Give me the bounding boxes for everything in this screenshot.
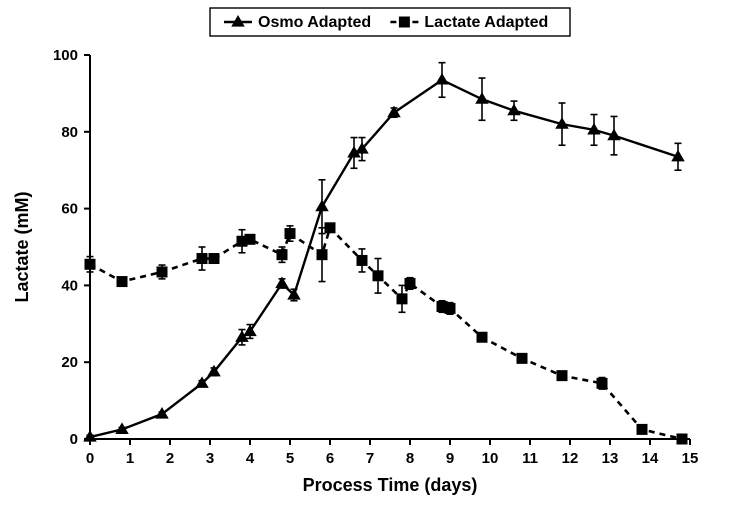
marker-square-icon [477,332,487,342]
marker-triangle-icon [436,74,448,84]
svg-text:60: 60 [61,201,78,218]
svg-text:14: 14 [642,450,659,467]
svg-text:6: 6 [326,450,334,467]
marker-square-icon [373,271,383,281]
marker-square-icon [597,378,607,388]
marker-triangle-icon [316,201,328,211]
marker-square-icon [117,277,127,287]
svg-text:80: 80 [61,124,78,141]
svg-text:20: 20 [61,354,78,371]
marker-square-icon [399,17,409,27]
chart-container: 0123456789101112131415020406080100Proces… [0,0,740,509]
svg-text:5: 5 [286,450,294,467]
svg-text:10: 10 [482,450,499,467]
marker-square-icon [157,267,167,277]
svg-text:3: 3 [206,450,214,467]
svg-text:0: 0 [70,431,78,448]
marker-square-icon [85,259,95,269]
marker-square-icon [209,254,219,264]
marker-square-icon [397,294,407,304]
marker-square-icon [245,234,255,244]
svg-text:11: 11 [522,450,538,467]
marker-square-icon [325,223,335,233]
svg-text:15: 15 [682,450,699,467]
y-axis-label: Lactate (mM) [12,191,32,302]
svg-text:9: 9 [446,450,454,467]
svg-text:40: 40 [61,277,78,294]
x-axis-label: Process Time (days) [303,475,478,495]
series-line-lactate [90,228,682,439]
marker-square-icon [445,303,455,313]
svg-text:12: 12 [562,450,579,467]
svg-text:13: 13 [602,450,619,467]
marker-square-icon [517,353,527,363]
marker-square-icon [285,229,295,239]
marker-square-icon [557,371,567,381]
svg-text:8: 8 [406,450,414,467]
svg-text:2: 2 [166,450,174,467]
marker-square-icon [277,250,287,260]
marker-square-icon [677,434,687,444]
lactate-chart: 0123456789101112131415020406080100Proces… [0,0,740,509]
legend-label-lactate: Lactate Adapted [424,14,548,31]
marker-square-icon [317,250,327,260]
marker-triangle-icon [276,277,288,287]
svg-text:0: 0 [86,450,94,467]
marker-square-icon [405,278,415,288]
legend: Osmo Adapted Lactate Adapted [210,8,570,36]
svg-text:1: 1 [126,450,134,467]
svg-text:7: 7 [366,450,374,467]
legend-label-osmo: Osmo Adapted [258,14,371,31]
marker-square-icon [357,255,367,265]
marker-square-icon [197,254,207,264]
svg-text:4: 4 [246,450,255,467]
marker-triangle-icon [388,107,400,117]
marker-square-icon [637,424,647,434]
svg-text:100: 100 [53,47,78,64]
